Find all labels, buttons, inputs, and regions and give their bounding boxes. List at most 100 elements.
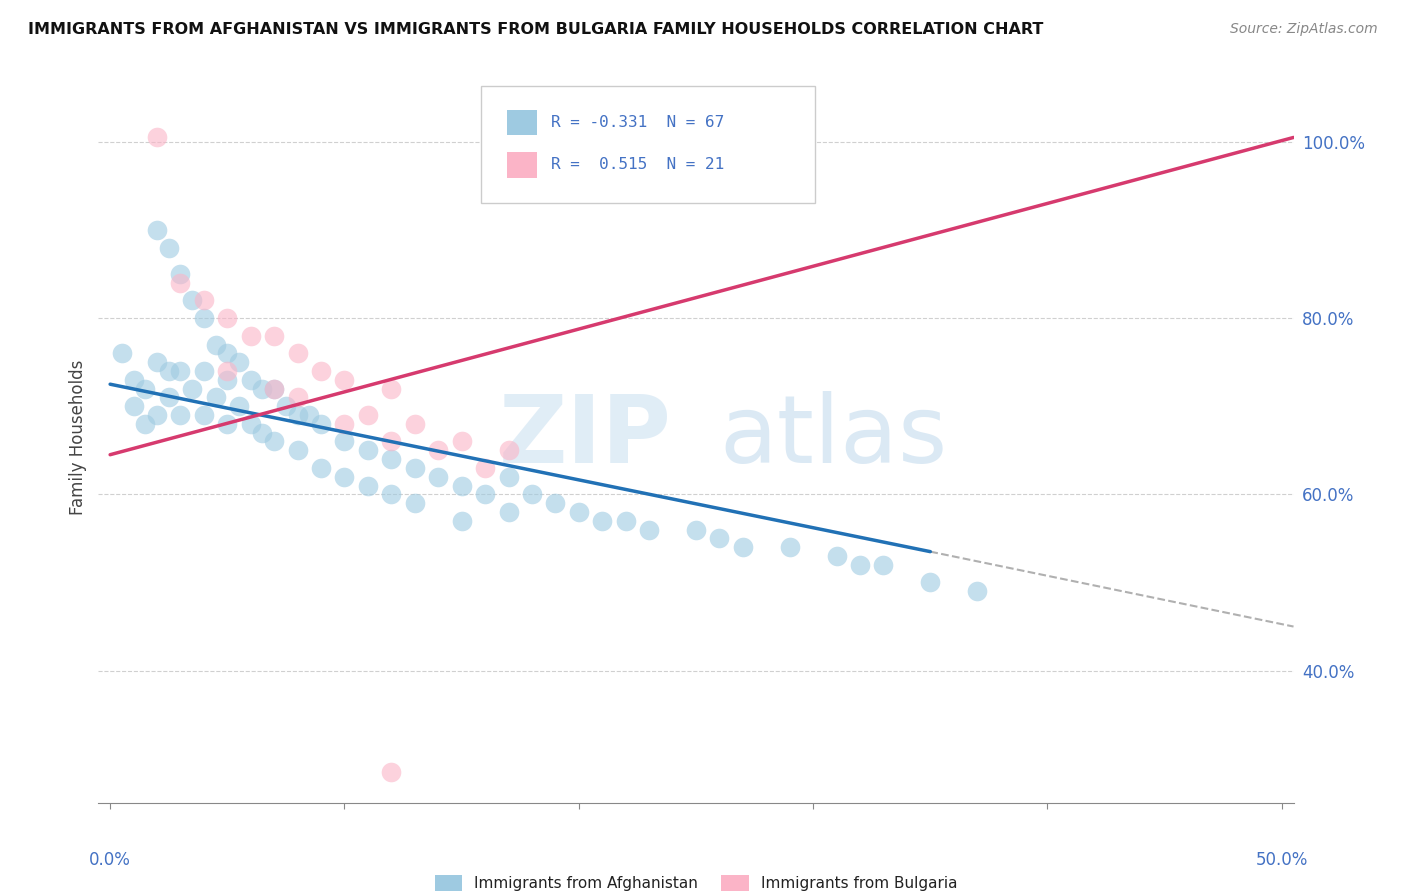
Point bbox=[450, 434, 472, 449]
Point bbox=[169, 408, 191, 422]
Point bbox=[450, 478, 472, 492]
Point bbox=[380, 434, 402, 449]
Point bbox=[380, 764, 402, 779]
Point bbox=[181, 382, 204, 396]
Point bbox=[157, 391, 180, 405]
Point bbox=[263, 434, 285, 449]
Point bbox=[357, 443, 380, 458]
Point bbox=[134, 382, 156, 396]
Point bbox=[872, 558, 894, 572]
Point bbox=[498, 469, 520, 483]
Point bbox=[252, 425, 274, 440]
Point bbox=[146, 130, 169, 145]
Point bbox=[333, 417, 356, 431]
Point bbox=[309, 461, 332, 475]
Point bbox=[333, 434, 356, 449]
Point bbox=[404, 496, 426, 510]
Point bbox=[450, 514, 472, 528]
Point bbox=[157, 241, 180, 255]
Point bbox=[380, 487, 402, 501]
Point bbox=[709, 532, 731, 546]
Point bbox=[217, 346, 239, 360]
Point bbox=[568, 505, 591, 519]
Text: R =  0.515  N = 21: R = 0.515 N = 21 bbox=[551, 158, 724, 172]
Point bbox=[685, 523, 707, 537]
Point bbox=[920, 575, 942, 590]
Text: IMMIGRANTS FROM AFGHANISTAN VS IMMIGRANTS FROM BULGARIA FAMILY HOUSEHOLDS CORREL: IMMIGRANTS FROM AFGHANISTAN VS IMMIGRANT… bbox=[28, 22, 1043, 37]
Point bbox=[239, 373, 262, 387]
Point bbox=[614, 514, 637, 528]
Point bbox=[287, 408, 309, 422]
Point bbox=[731, 540, 754, 554]
Text: 0.0%: 0.0% bbox=[89, 851, 131, 870]
Point bbox=[204, 391, 226, 405]
Point bbox=[966, 584, 988, 599]
Point bbox=[380, 382, 402, 396]
Point bbox=[239, 417, 262, 431]
Point bbox=[217, 364, 239, 378]
Point bbox=[111, 346, 134, 360]
Point bbox=[169, 364, 191, 378]
Legend: Immigrants from Afghanistan, Immigrants from Bulgaria: Immigrants from Afghanistan, Immigrants … bbox=[429, 870, 963, 892]
Point bbox=[193, 364, 215, 378]
Point bbox=[193, 311, 215, 326]
Point bbox=[427, 443, 450, 458]
FancyBboxPatch shape bbox=[508, 110, 537, 136]
Point bbox=[638, 523, 661, 537]
Y-axis label: Family Households: Family Households bbox=[69, 359, 87, 515]
Point bbox=[825, 549, 848, 563]
Point bbox=[122, 373, 145, 387]
Point bbox=[204, 337, 226, 351]
Point bbox=[146, 355, 169, 369]
Point bbox=[193, 408, 215, 422]
Point bbox=[309, 417, 332, 431]
Point bbox=[134, 417, 156, 431]
Point bbox=[498, 443, 520, 458]
Text: Source: ZipAtlas.com: Source: ZipAtlas.com bbox=[1230, 22, 1378, 37]
Point bbox=[193, 293, 215, 308]
Point bbox=[287, 391, 309, 405]
Point bbox=[263, 382, 285, 396]
Point bbox=[474, 461, 496, 475]
Point bbox=[591, 514, 613, 528]
FancyBboxPatch shape bbox=[481, 86, 815, 203]
Point bbox=[404, 461, 426, 475]
Point bbox=[427, 469, 450, 483]
Point bbox=[498, 505, 520, 519]
Point bbox=[228, 355, 250, 369]
Point bbox=[263, 328, 285, 343]
Point bbox=[169, 276, 191, 290]
Point bbox=[357, 478, 380, 492]
Text: atlas: atlas bbox=[720, 391, 948, 483]
Point bbox=[333, 469, 356, 483]
Point bbox=[287, 443, 309, 458]
Point bbox=[146, 408, 169, 422]
Point bbox=[217, 417, 239, 431]
FancyBboxPatch shape bbox=[508, 153, 537, 178]
Point bbox=[849, 558, 872, 572]
Point bbox=[309, 364, 332, 378]
Point bbox=[263, 382, 285, 396]
Point bbox=[357, 408, 380, 422]
Point bbox=[169, 267, 191, 281]
Point bbox=[146, 223, 169, 237]
Point bbox=[252, 382, 274, 396]
Point bbox=[333, 373, 356, 387]
Point bbox=[404, 417, 426, 431]
Point bbox=[520, 487, 543, 501]
Point bbox=[287, 346, 309, 360]
Point bbox=[157, 364, 180, 378]
Point bbox=[239, 328, 262, 343]
Point bbox=[380, 452, 402, 467]
Point bbox=[274, 399, 297, 413]
Point bbox=[298, 408, 321, 422]
Point bbox=[544, 496, 567, 510]
Text: ZIP: ZIP bbox=[499, 391, 672, 483]
Text: R = -0.331  N = 67: R = -0.331 N = 67 bbox=[551, 115, 724, 130]
Point bbox=[181, 293, 204, 308]
Point bbox=[217, 311, 239, 326]
Point bbox=[474, 487, 496, 501]
Point bbox=[217, 373, 239, 387]
Point bbox=[122, 399, 145, 413]
Point bbox=[228, 399, 250, 413]
